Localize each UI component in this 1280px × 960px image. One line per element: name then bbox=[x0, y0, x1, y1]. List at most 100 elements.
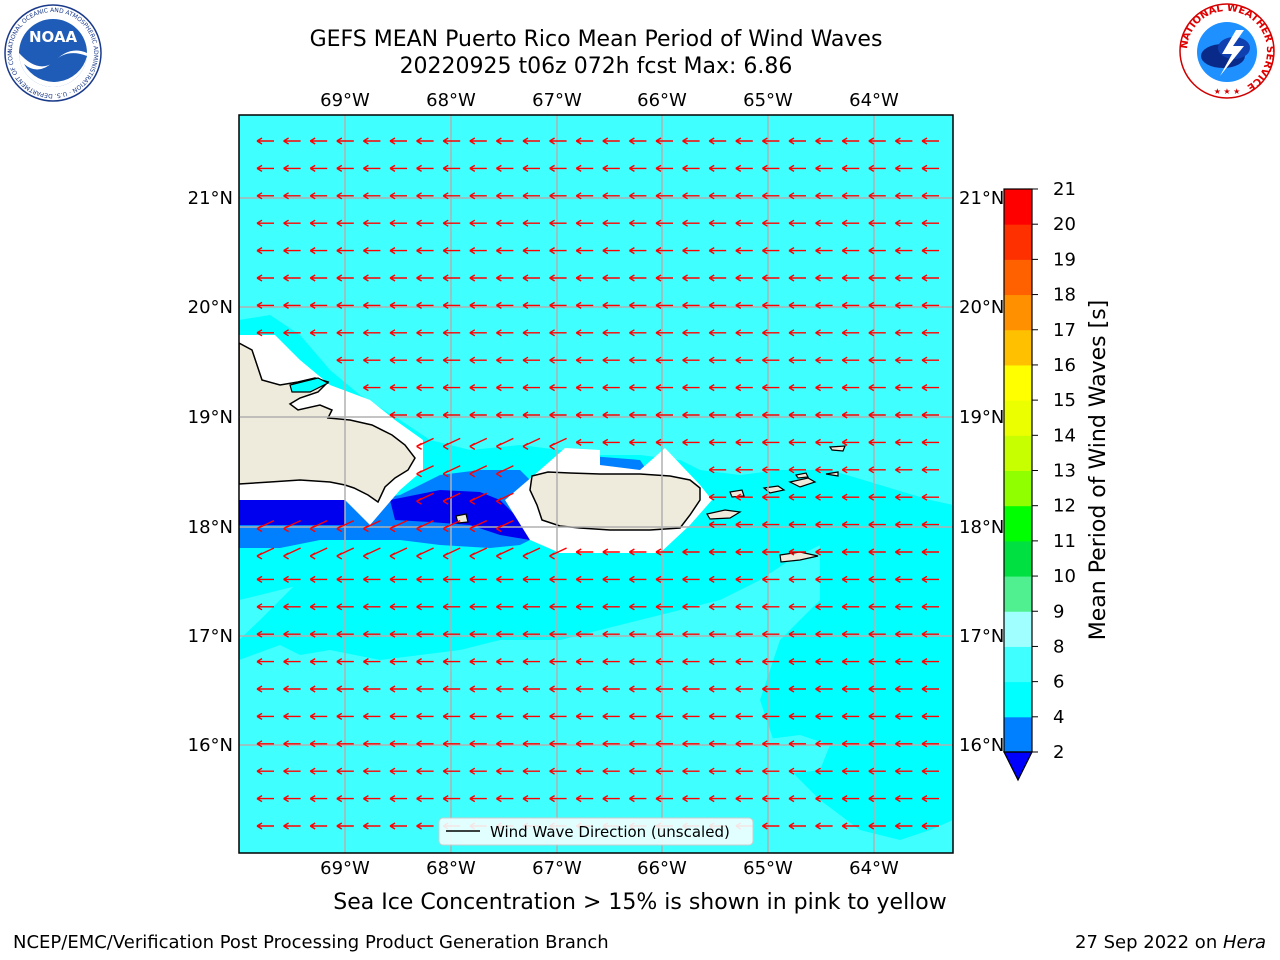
colorbar-band bbox=[1004, 294, 1032, 331]
wave-direction-arrow bbox=[256, 767, 274, 775]
wave-direction-arrow bbox=[708, 575, 727, 584]
wave-direction-arrow bbox=[256, 712, 274, 721]
colorbar-band bbox=[1004, 470, 1032, 507]
wave-direction-arrow bbox=[682, 575, 700, 584]
wave-direction-arrow bbox=[735, 219, 753, 227]
wave-direction-arrow bbox=[336, 767, 354, 775]
lat-labels-left: 21°N 20°N 19°N 18°N 17°N 16°N bbox=[188, 188, 233, 756]
wave-direction-arrow bbox=[735, 767, 753, 775]
wave-direction-arrow bbox=[469, 274, 487, 282]
wave-direction-arrow bbox=[602, 246, 620, 255]
wave-direction-arrow bbox=[389, 329, 407, 337]
wave-direction-arrow bbox=[336, 519, 355, 533]
wave-direction-arrow bbox=[496, 219, 514, 227]
wave-direction-arrow bbox=[762, 466, 780, 474]
wave-direction-arrow bbox=[921, 520, 939, 529]
wave-direction-arrow bbox=[921, 712, 939, 721]
wave-direction-arrow bbox=[522, 547, 541, 560]
wave-direction-arrow bbox=[815, 630, 833, 638]
wave-direction-arrow bbox=[256, 822, 274, 830]
wave-direction-arrow bbox=[762, 274, 780, 282]
wave-direction-arrow bbox=[496, 465, 514, 478]
wave-direction-arrow bbox=[522, 274, 540, 282]
colorbar-tick-label: 4 bbox=[1053, 707, 1064, 728]
lat-label-left: 18°N bbox=[188, 517, 233, 538]
wave-direction-arrow bbox=[549, 274, 567, 282]
wave-direction-arrow bbox=[682, 767, 700, 775]
nws-logo: NATIONAL WEATHER SERVICE ★ ★ ★ bbox=[1179, 3, 1275, 99]
wave-direction-arrow bbox=[256, 740, 274, 748]
wave-direction-arrow bbox=[575, 411, 594, 419]
wave-direction-arrow bbox=[868, 603, 886, 611]
map-legend: Wind Wave Direction (unscaled) bbox=[438, 817, 754, 846]
wave-direction-arrow bbox=[815, 301, 833, 310]
wave-direction-arrow bbox=[921, 794, 939, 803]
wave-direction-arrow bbox=[549, 712, 567, 721]
wave-direction-arrow bbox=[309, 219, 328, 227]
wave-direction-arrow bbox=[575, 548, 594, 556]
wave-direction-arrow bbox=[708, 520, 727, 529]
wave-direction-arrow bbox=[363, 301, 381, 310]
wave-direction-arrow bbox=[815, 685, 833, 693]
wave-direction-arrow bbox=[469, 411, 487, 419]
wave-direction-arrow bbox=[496, 192, 514, 200]
wave-direction-arrow bbox=[895, 219, 913, 227]
wave-direction-arrow bbox=[788, 164, 806, 173]
wave-direction-arrow bbox=[895, 712, 913, 721]
wave-direction-arrow bbox=[921, 356, 939, 364]
wave-direction-arrow bbox=[841, 575, 860, 584]
wave-direction-arrow bbox=[708, 329, 727, 337]
wave-direction-arrow bbox=[788, 657, 806, 666]
wave-direction-arrow bbox=[363, 685, 381, 693]
wave-direction-arrow bbox=[841, 356, 860, 364]
wave-direction-arrow bbox=[442, 657, 461, 666]
wave-direction-arrow bbox=[788, 575, 806, 584]
wave-direction-arrow bbox=[708, 192, 727, 200]
wave-direction-arrow bbox=[442, 794, 461, 803]
wave-direction-arrow bbox=[895, 740, 913, 748]
lat-label-left: 21°N bbox=[188, 188, 233, 209]
wave-direction-arrow bbox=[868, 520, 886, 529]
wave-direction-arrow bbox=[389, 219, 407, 227]
wave-direction-arrow bbox=[682, 164, 700, 173]
wave-direction-arrow bbox=[309, 575, 328, 584]
wave-direction-arrow bbox=[496, 329, 514, 337]
colorbar-band bbox=[1004, 435, 1032, 471]
wave-direction-arrow bbox=[815, 383, 833, 392]
wave-direction-arrow bbox=[788, 329, 806, 337]
wave-direction-arrow bbox=[522, 137, 540, 145]
wave-direction-arrow bbox=[921, 383, 939, 392]
colorbar-band bbox=[1004, 400, 1032, 436]
colorbar-band bbox=[1004, 364, 1032, 401]
colorbar-tick-label: 19 bbox=[1053, 249, 1076, 270]
wave-direction-arrow bbox=[868, 822, 886, 830]
wave-direction-arrow bbox=[309, 519, 328, 533]
graticule bbox=[239, 115, 953, 853]
wave-direction-arrow bbox=[921, 630, 939, 638]
colorbar-tick-label: 15 bbox=[1053, 390, 1076, 411]
wave-direction-arrow bbox=[309, 329, 328, 337]
wave-direction-arrow bbox=[682, 548, 700, 556]
wave-direction-arrow bbox=[416, 685, 434, 693]
colorbar-tick-label: 14 bbox=[1053, 425, 1076, 446]
wave-direction-arrow bbox=[868, 192, 886, 200]
wave-direction-arrow bbox=[363, 246, 381, 255]
wave-direction-arrow bbox=[309, 685, 328, 693]
wave-direction-arrow bbox=[762, 493, 780, 501]
wave-direction-arrow bbox=[762, 520, 780, 529]
wave-direction-arrow bbox=[389, 519, 408, 533]
wave-direction-arrow bbox=[363, 603, 381, 611]
colorbar-tick-label: 2 bbox=[1053, 742, 1064, 763]
wave-direction-arrow bbox=[655, 740, 673, 748]
wave-direction-arrow bbox=[575, 685, 594, 693]
wave-direction-arrow bbox=[496, 603, 514, 611]
footer-credit: NCEP/EMC/Verification Post Processing Pr… bbox=[13, 932, 609, 953]
wave-direction-arrow bbox=[496, 657, 514, 666]
wave-direction-arrow bbox=[602, 219, 620, 227]
wave-direction-arrow bbox=[336, 246, 354, 255]
wave-direction-arrow bbox=[309, 657, 328, 666]
wave-direction-arrow bbox=[815, 466, 833, 474]
wave-direction-arrow bbox=[788, 548, 806, 556]
wave-direction-arrow bbox=[309, 712, 328, 721]
wave-direction-arrow bbox=[575, 383, 594, 392]
